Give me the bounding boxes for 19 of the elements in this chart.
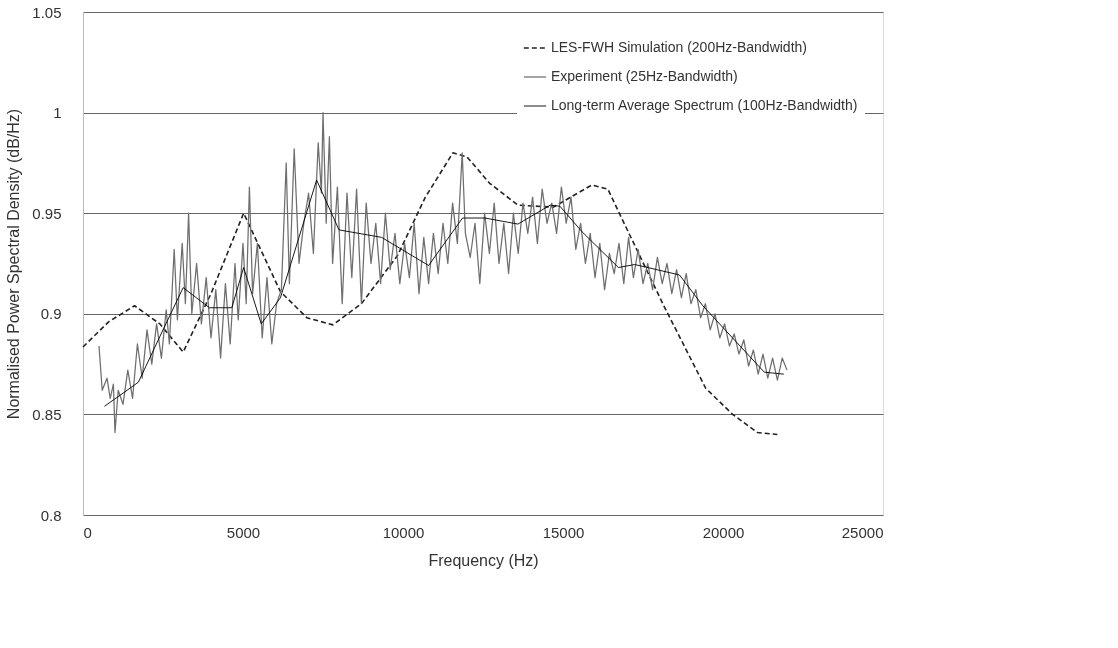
x-tick-label: 15000 xyxy=(542,523,585,541)
line-series xyxy=(103,179,785,407)
y-tick-label: 0.85 xyxy=(32,405,62,423)
y-tick-label: 0.95 xyxy=(32,204,62,222)
y-tick-label: 1 xyxy=(53,104,62,122)
x-tick-label: 25000 xyxy=(841,523,884,541)
line-series xyxy=(82,152,779,436)
x-tick-label: 0 xyxy=(83,523,92,541)
y-tick-label: 0.8 xyxy=(40,506,62,524)
x-tick-label: 20000 xyxy=(702,523,745,541)
x-axis-title: Frequency (Hz) xyxy=(428,551,539,569)
legend-label: LES-FWH Simulation (200Hz-Bandwidth) xyxy=(551,39,807,55)
y-tick-label: 0.9 xyxy=(40,305,62,323)
y-tick-label: 1.05 xyxy=(32,3,62,21)
legend-label: Long-term Average Spectrum (100Hz-Bandwidth) xyxy=(551,97,858,113)
x-tick-label: 10000 xyxy=(382,523,425,541)
y-axis-title: Normalised Power Spectral Density (dB/Hz) xyxy=(5,108,23,420)
legend-label: Experiment (25Hz-Bandwidth) xyxy=(551,68,738,84)
x-tick-label: 5000 xyxy=(226,523,261,541)
